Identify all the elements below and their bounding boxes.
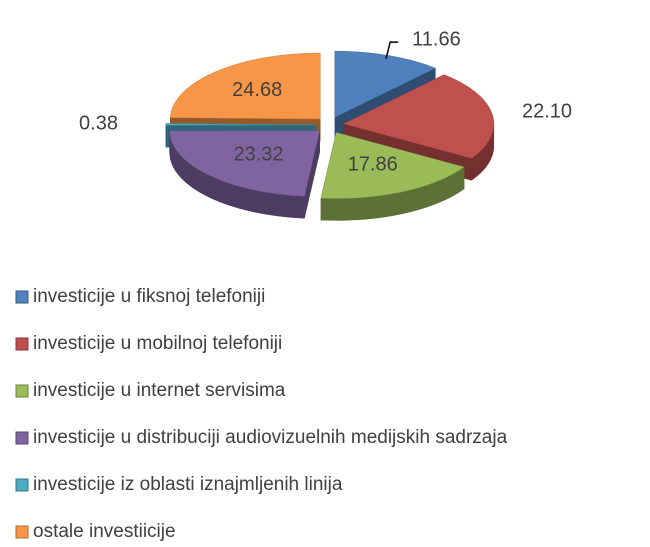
data-label: 0.38 <box>79 113 118 135</box>
pie-slice <box>320 132 465 221</box>
legend-label: investicije u fiksnoj telefoniji <box>33 286 265 307</box>
legend-label: investicije iz oblasti iznajmljenih lini… <box>33 474 343 495</box>
legend-swatch <box>15 384 29 398</box>
legend-swatch <box>15 478 29 492</box>
leader-line <box>385 41 399 59</box>
legend-swatch <box>15 290 29 304</box>
legend-swatch <box>15 525 29 539</box>
data-label: 22.10 <box>522 101 572 123</box>
legend-swatch <box>15 337 29 351</box>
slice-top <box>320 132 465 199</box>
slice-top <box>334 50 436 118</box>
data-label: 24.68 <box>232 79 282 101</box>
legend-label: ostale investiicije <box>33 521 176 542</box>
data-label: 17.86 <box>348 153 398 175</box>
data-label: 23.32 <box>233 143 283 165</box>
slice-top <box>169 130 320 197</box>
legend-swatch <box>15 431 29 445</box>
data-label: 11.66 <box>412 28 461 50</box>
legend-label: investicije u internet servisima <box>33 380 286 401</box>
slice-top <box>169 52 321 120</box>
legend-label: investicije u distribuciji audiovizuelni… <box>33 427 508 448</box>
slice-top <box>343 74 495 159</box>
slice-top <box>165 123 317 126</box>
legend-label: investicije u mobilnoj telefoniji <box>33 333 282 354</box>
pie-slice <box>169 130 320 219</box>
